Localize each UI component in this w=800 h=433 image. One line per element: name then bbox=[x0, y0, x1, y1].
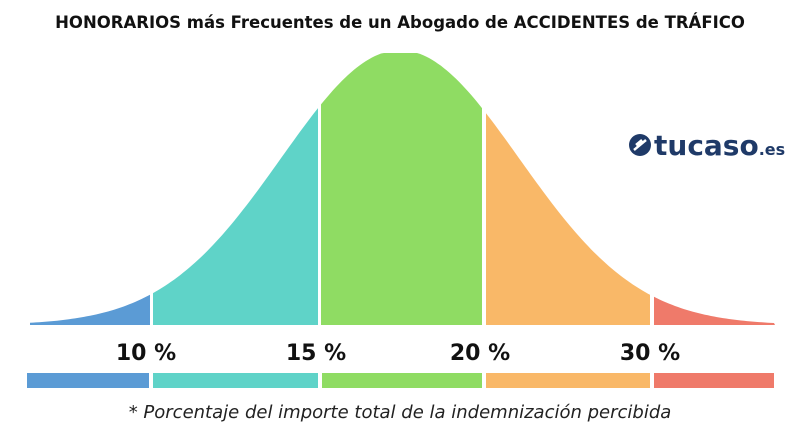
segment bbox=[321, 53, 482, 325]
logo: tucaso.es bbox=[629, 129, 785, 162]
percent-label: 30 % bbox=[620, 341, 680, 366]
title: HONORARIOS más Frecuentes de un Abogado … bbox=[55, 13, 745, 32]
logo-mark bbox=[633, 139, 647, 151]
bar bbox=[654, 373, 774, 388]
percent-label: 10 % bbox=[116, 341, 176, 366]
logo-name: tucaso bbox=[654, 129, 759, 162]
bar bbox=[322, 373, 482, 388]
bar bbox=[486, 373, 650, 388]
logo-suffix: .es bbox=[759, 140, 785, 159]
footnote: * Porcentaje del importe total de la ind… bbox=[129, 402, 672, 423]
percent-label: 20 % bbox=[450, 341, 510, 366]
bar bbox=[27, 373, 149, 388]
bar bbox=[153, 373, 318, 388]
percent-label: 15 % bbox=[286, 341, 346, 366]
logo-text: tucaso.es bbox=[654, 129, 785, 162]
